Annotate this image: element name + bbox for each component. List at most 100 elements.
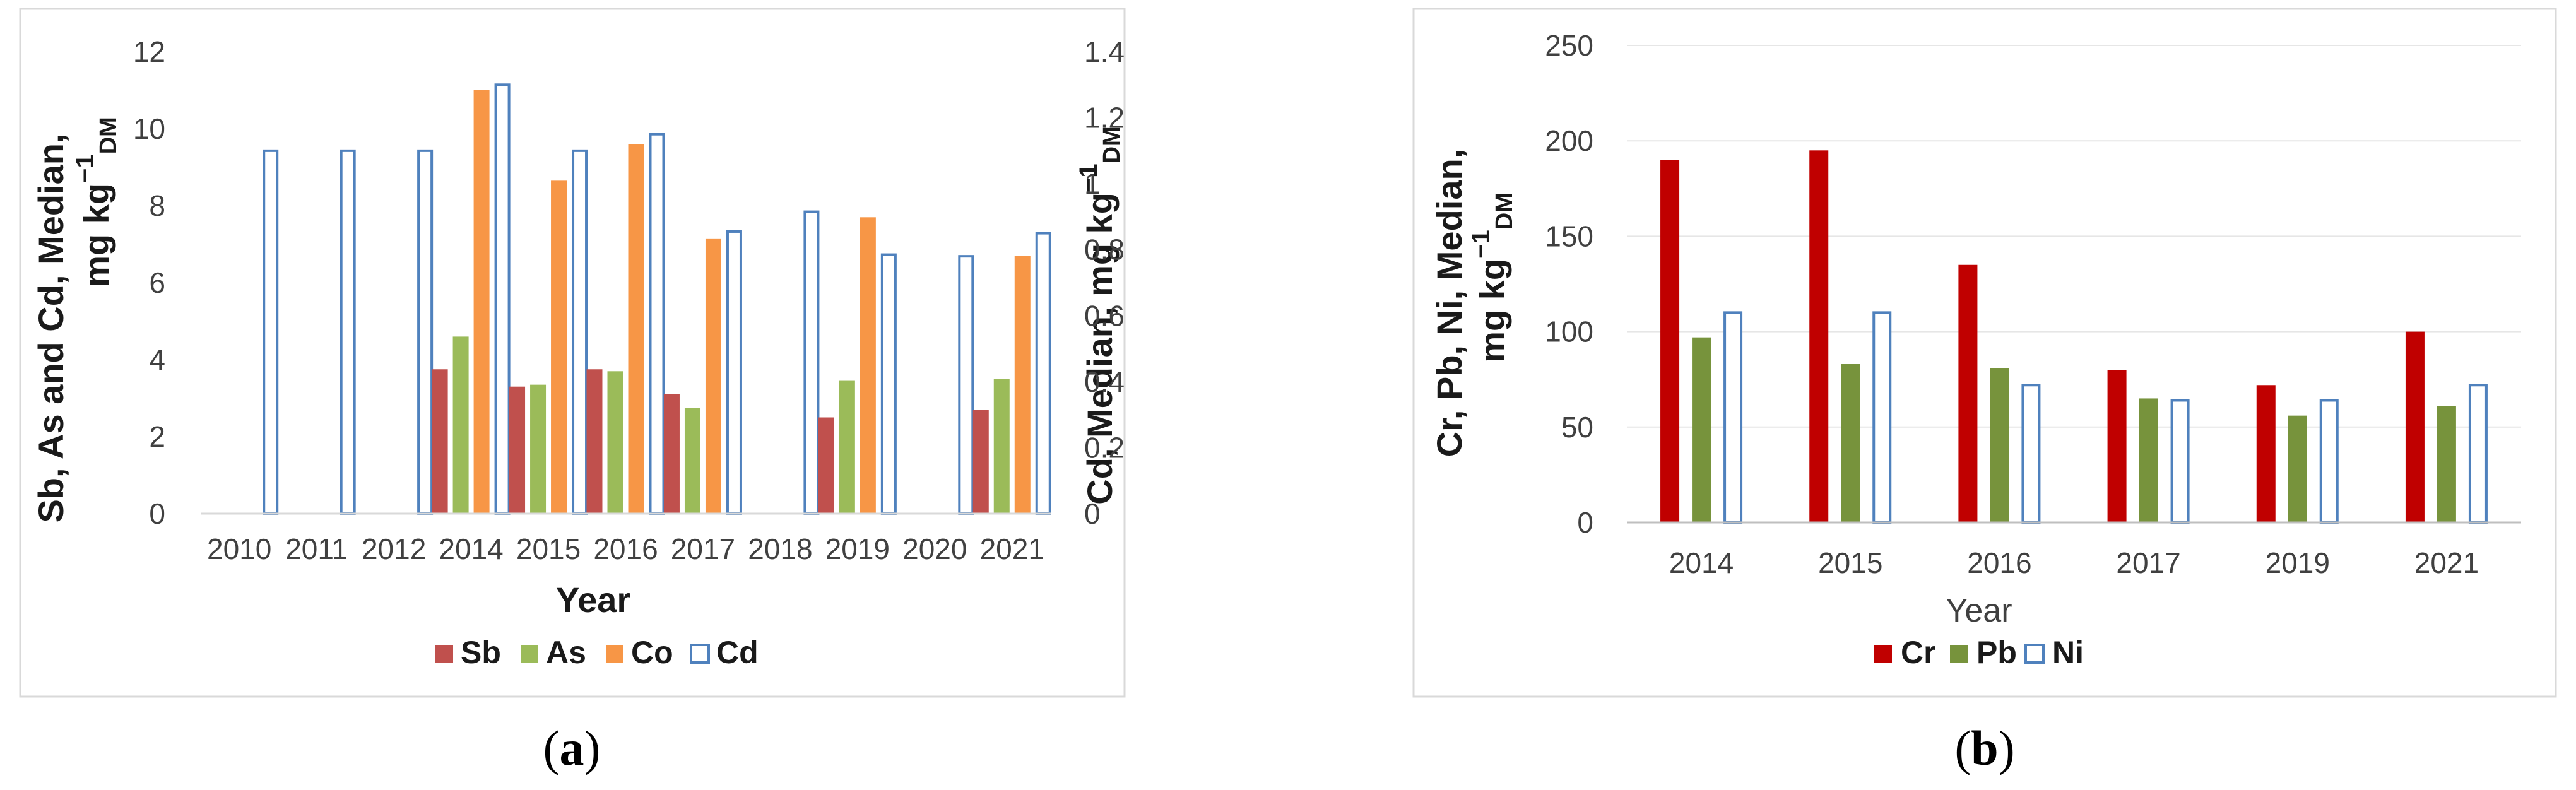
a-right-ytick-label: 0.4 [1084, 365, 1125, 398]
a-legend-label-co: Co [631, 635, 673, 670]
panel-a-right-yticks: 0 0.2 0.4 0.6 0.8 1 1.2 1.4 [1084, 35, 1125, 530]
b-bar-ni [2170, 399, 2190, 524]
b-bar-pb [1990, 368, 2009, 522]
a-bar-sb [432, 369, 448, 514]
b-bar-cr [2405, 331, 2425, 522]
b-ytick-label: 250 [1545, 29, 1593, 62]
b-bar-cr [1809, 150, 1829, 522]
a-bar-cd [958, 255, 974, 515]
b-ytick-label: 100 [1545, 315, 1593, 348]
a-bar-cd [572, 149, 588, 516]
b-bar-cr [2256, 385, 2276, 522]
panel-a-left-ylabel-line2: mg kg−1DM [71, 117, 122, 287]
a-bar-co [551, 180, 567, 514]
a-right-ytick-label: 0.8 [1084, 233, 1125, 266]
a-bar-cd [263, 149, 279, 516]
panel-a-caption: (a) [543, 721, 601, 775]
a-right-ytick-label: 0 [1084, 497, 1101, 530]
b-bar-cr [2107, 370, 2127, 522]
a-xtick-label: 2018 [748, 533, 812, 565]
a-bar-co [705, 238, 721, 514]
b-xtick-label: 2017 [2116, 546, 2180, 579]
a-bar-co [860, 217, 876, 514]
b-legend-label-pb: Pb [1976, 635, 2017, 670]
b-legend-swatch-ni [2024, 644, 2045, 664]
a-xtick-label: 2015 [516, 533, 581, 565]
a-bar-co [473, 90, 490, 514]
panel-b-yticks: 0 50 100 150 200 250 [1545, 29, 1593, 539]
a-legend-swatch-cd [690, 644, 710, 664]
a-bar-as [607, 371, 623, 514]
panel-b-legend: Cr Pb Ni [1874, 635, 2084, 670]
b-legend-swatch-pb [1950, 645, 1968, 663]
a-legend-swatch-co [606, 645, 623, 663]
a-xtick-label: 2017 [671, 533, 735, 565]
a-bar-sb [663, 394, 680, 514]
a-xtick-label: 2019 [825, 533, 890, 565]
b-bar-ni [1723, 311, 1743, 524]
a-bar-co [1014, 256, 1031, 514]
a-legend-swatch-sb [435, 645, 453, 663]
a-xtick-label: 2021 [980, 533, 1044, 565]
a-left-ytick-label: 12 [133, 35, 165, 68]
panel-a-frame [19, 8, 1126, 698]
a-right-ytick-label: 1.4 [1084, 35, 1125, 68]
b-bar-pb [2139, 398, 2158, 522]
b-xtick-label: 2019 [2266, 546, 2330, 579]
panel-b-xlabel: Year [1946, 592, 2012, 629]
b-xtick-label: 2016 [1967, 546, 2031, 579]
a-bar-cd [649, 133, 665, 515]
b-bar-pb [2437, 406, 2456, 522]
panel-a-xlabel: Year [556, 580, 630, 620]
panel-b-ylabel-line1: Cr, Pb, Ni, Median, [1429, 149, 1469, 457]
a-left-ytick-label: 4 [149, 343, 165, 376]
panel-a-left-yticks: 0 2 4 6 8 10 12 [133, 35, 165, 530]
a-bar-as [839, 380, 855, 514]
b-xtick-label: 2021 [2414, 546, 2479, 579]
a-left-ytick-label: 2 [149, 420, 165, 453]
a-bar-as [684, 408, 700, 514]
a-right-ytick-label: 1 [1084, 167, 1101, 200]
a-xtick-label: 2011 [285, 533, 348, 565]
panel-b-frame [1412, 8, 2557, 698]
a-bar-sb [509, 386, 526, 514]
b-ytick-label: 50 [1561, 411, 1593, 444]
a-bar-cd [340, 149, 356, 516]
a-left-ytick-label: 6 [149, 266, 165, 299]
panel-b-bars [1660, 150, 2488, 524]
panel-a-legend: Sb As Co Cd [435, 635, 759, 670]
a-bar-co [628, 144, 644, 514]
a-bar-cd [726, 230, 742, 515]
a-right-ytick-label: 0.2 [1084, 431, 1125, 464]
a-left-ytick-label: 0 [149, 497, 165, 530]
panel-b-gridlines [1627, 45, 2521, 428]
panel-b-caption: (b) [1954, 721, 2014, 775]
a-xtick-label: 2010 [207, 533, 271, 565]
a-legend-label-sb: Sb [461, 635, 501, 670]
b-legend-label-cr: Cr [1901, 635, 1936, 670]
a-right-ytick-label: 0.6 [1084, 299, 1125, 332]
b-xtick-label: 2015 [1818, 546, 1882, 579]
a-left-ytick-label: 8 [149, 189, 165, 222]
panel-b-xticks: 2014 2015 2016 2017 2019 2021 [1669, 546, 2479, 579]
b-bar-pb [1841, 364, 1860, 522]
b-bar-cr [1958, 264, 1978, 522]
b-legend-swatch-cr [1874, 645, 1892, 663]
a-xtick-label: 2020 [902, 533, 967, 565]
b-ytick-label: 0 [1577, 506, 1593, 539]
a-legend-swatch-as [521, 645, 538, 663]
panel-a-right-ylabel: Cd, Median, mg kg−1DM [1075, 126, 1125, 504]
a-legend-label-as: As [546, 635, 586, 670]
a-bar-sb [972, 410, 989, 514]
b-bar-cr [1660, 160, 1680, 522]
a-left-ytick-label: 10 [133, 112, 165, 145]
a-xtick-label: 2016 [593, 533, 658, 565]
b-bar-pb [2288, 415, 2307, 522]
panel-a-xticks: 2010 2011 2012 2014 2015 2016 2017 2018 2019 2020… [207, 533, 1044, 565]
a-bar-sb [818, 417, 834, 514]
a-right-ytick-label: 1.2 [1084, 102, 1125, 134]
panel-b-ylabel-line2: mg kg−1DM [1467, 192, 1518, 363]
a-bar-cd [417, 149, 434, 516]
a-bar-as [452, 336, 469, 514]
